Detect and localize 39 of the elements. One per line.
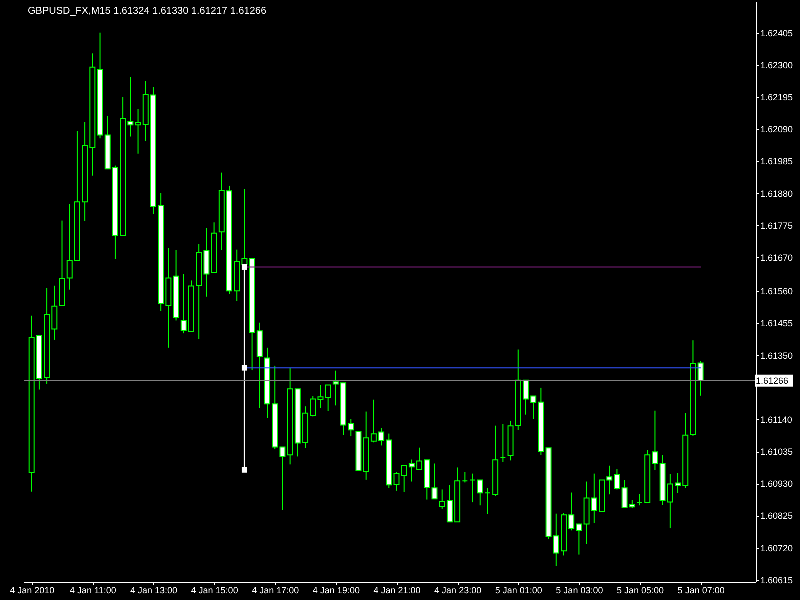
y-tick-label: 1.62195 (760, 92, 794, 103)
x-tick-label: 5 Jan 07:00 (678, 586, 725, 596)
candlestick (462, 471, 468, 484)
x-tick-label: 5 Jan 05:00 (616, 586, 664, 596)
y-tick-label: 1.61350 (760, 350, 794, 361)
y-tick-label: 1.61985 (760, 156, 794, 167)
candlestick (470, 473, 476, 504)
candlestick (637, 494, 644, 506)
y-tick-label: 1.61035 (760, 447, 794, 458)
x-tick-label: 5 Jan 01:00 (495, 586, 542, 596)
x-tick-label: 4 Jan 21:00 (374, 586, 421, 596)
y-tick-label: 1.62090 (760, 124, 794, 135)
y-tick-label: 1.61775 (760, 220, 794, 231)
x-tick-label: 4 Jan 11:00 (70, 586, 116, 596)
candlestick (484, 488, 491, 515)
x-tick-label: 5 Jan 03:00 (556, 586, 604, 596)
x-tick-label: 4 Jan 13:00 (130, 586, 178, 596)
y-tick-label: 1.61670 (760, 252, 794, 263)
text: GBPUSD_FX,M15 1.61324 1.61330 1.61217 1.61266 (28, 6, 267, 17)
y-tick-label: 1.60720 (760, 543, 794, 554)
y-tick-label: 1.60825 (760, 511, 794, 522)
candlestick (500, 424, 506, 464)
x-tick-label: 4 Jan 23:00 (434, 586, 482, 596)
x-tick-label: 4 Jan 19:00 (312, 586, 360, 596)
ref-line-label: 1.61266 (756, 376, 789, 386)
y-tick-label: 1.60930 (760, 479, 794, 490)
y-tick-label: 1.60615 (760, 575, 794, 586)
x-tick-label: 4 Jan 2010 (10, 586, 55, 596)
candlestick (477, 480, 484, 506)
y-tick-label: 1.61560 (760, 286, 794, 297)
y-tick-label: 1.62405 (760, 28, 794, 38)
y-tick-label: 1.61880 (760, 188, 794, 199)
candlestick (432, 463, 438, 500)
x-tick-label: 4 Jan 17:00 (252, 586, 300, 596)
y-tick-label: 1.61140 (760, 414, 792, 425)
candlestick (698, 360, 704, 396)
y-tick-label: 1.61455 (760, 318, 794, 329)
x-tick-label: 4 Jan 15:00 (191, 586, 238, 596)
y-tick-label: 1.62300 (760, 60, 794, 70)
